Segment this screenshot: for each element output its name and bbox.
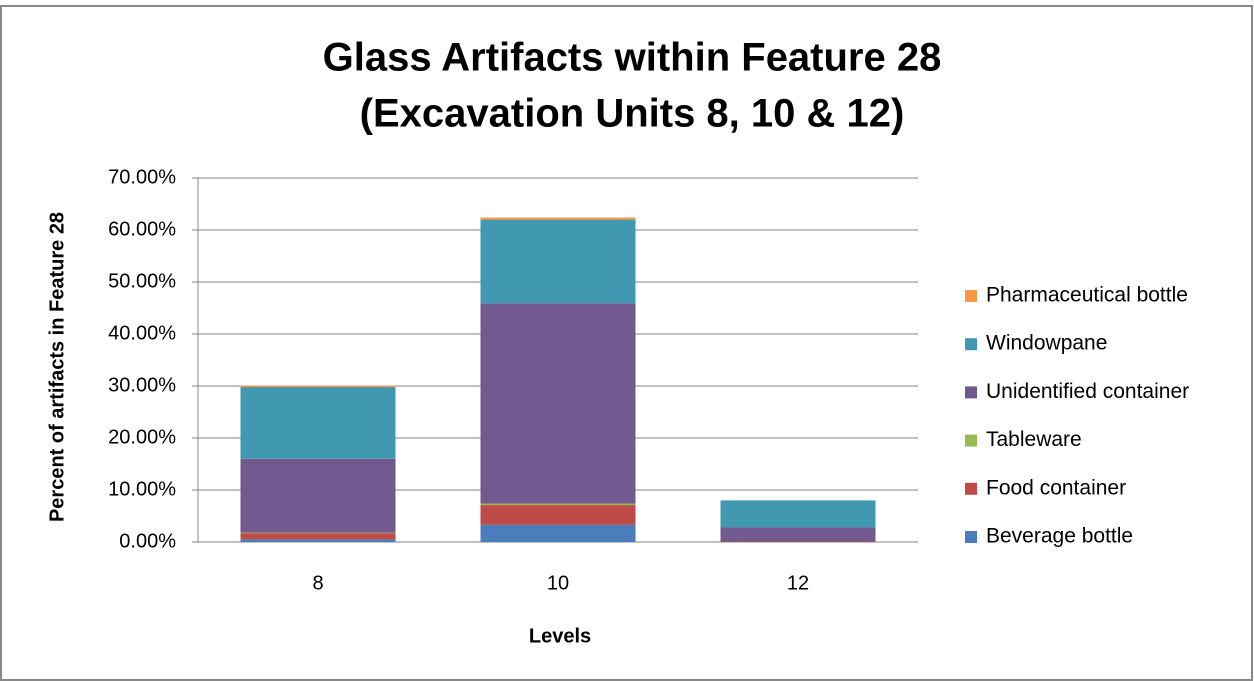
bar-segment [720,541,876,542]
legend-swatch [965,434,977,447]
legend-label: Food container [986,476,1126,499]
bar-segment [480,524,636,542]
bar-segment [240,385,396,388]
legend-swatch [965,338,977,351]
y-tick-label: 70.00% [108,166,176,188]
y-tick-label: 30.00% [108,374,176,396]
legend-label: Beverage bottle [986,525,1133,548]
y-tick-label: 20.00% [108,426,176,448]
bar-segment [240,533,396,540]
y-tick-label: 0.00% [119,530,176,552]
x-tick-label: 8 [312,572,323,594]
y-tick-label: 40.00% [108,322,176,344]
chart-title: (Excavation Units 8, 10 & 12) [360,92,905,136]
bar-segment [240,539,396,542]
legend-label: Windowpane [986,332,1107,355]
bar-segment [480,303,636,504]
x-tick-label: 12 [787,572,809,594]
legend-label: Unidentified container [986,380,1189,403]
bar-segment [480,503,636,506]
bar-segment [480,505,636,525]
x-axis-label: Levels [529,625,591,647]
chart-title: Glass Artifacts within Feature 28 [323,36,942,80]
bar-segment [240,387,396,459]
legend-swatch [965,386,977,399]
legend-label: Pharmaceutical bottle [986,284,1188,307]
legend-label: Tableware [986,428,1082,451]
bar-segment [480,217,636,220]
y-tick-label: 10.00% [108,478,176,500]
bar-segment [720,527,876,542]
y-tick-label: 60.00% [108,218,176,240]
bar-segment [240,458,396,533]
bar-segment [480,219,636,304]
bar-segment [240,532,396,534]
y-tick-label: 50.00% [108,270,176,292]
x-tick-label: 10 [547,572,569,594]
legend-swatch [965,290,977,302]
legend-swatch [965,482,977,495]
bar-segment [720,500,876,528]
legend-swatch [965,531,977,543]
y-axis-label: Percent of artifacts in Feature 28 [46,212,68,522]
